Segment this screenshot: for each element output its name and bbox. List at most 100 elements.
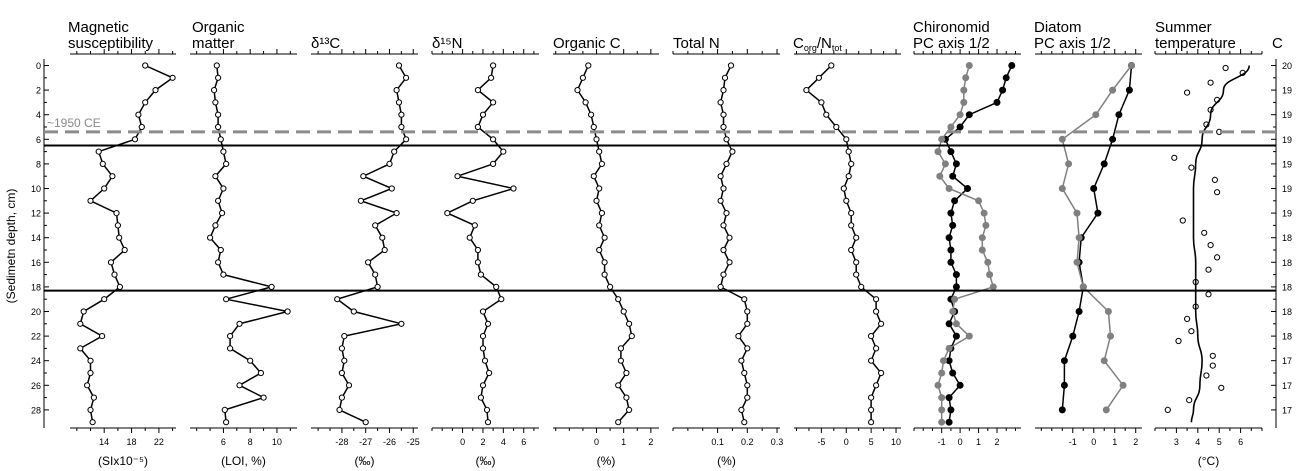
- data-point: [1201, 229, 1208, 236]
- data-point: [956, 123, 964, 131]
- panel-tick-label: 2: [1133, 437, 1138, 447]
- data-point: [213, 62, 220, 69]
- data-point: [741, 369, 748, 377]
- data-point: [941, 160, 949, 168]
- data-point: [77, 320, 84, 327]
- data-point: [381, 246, 388, 254]
- data-point: [490, 136, 497, 143]
- data-point: [720, 111, 727, 118]
- data-point: [1058, 135, 1066, 143]
- data-point: [744, 345, 751, 352]
- panel-tick-label: -26: [383, 437, 396, 447]
- smoothed-curve: [1190, 65, 1250, 423]
- data-point: [341, 357, 348, 364]
- data-point: [211, 87, 218, 94]
- panel-unit-label: (‰): [476, 454, 496, 468]
- data-point: [848, 160, 855, 167]
- data-point: [99, 160, 106, 167]
- data-point: [607, 283, 614, 290]
- data-point: [338, 394, 345, 401]
- data-point: [391, 148, 398, 155]
- data-point: [395, 99, 403, 106]
- data-point: [717, 173, 724, 180]
- data-point: [215, 259, 222, 266]
- series-line-1: [209, 65, 288, 423]
- data-point: [741, 419, 748, 426]
- data-point: [257, 369, 264, 377]
- data-point: [483, 406, 491, 413]
- age-tick-label: 18: [1282, 307, 1292, 317]
- data-point: [87, 197, 94, 204]
- data-point: [623, 394, 630, 401]
- data-point: [1209, 352, 1216, 359]
- data-point: [949, 308, 957, 315]
- panel-tick-label: 6: [1238, 437, 1243, 447]
- data-point: [212, 222, 219, 229]
- data-point: [868, 394, 875, 401]
- panel-unit-label: (°C): [1198, 454, 1219, 468]
- age-tick-label: 19: [1282, 110, 1292, 120]
- panel-tick-label: -25: [407, 437, 420, 447]
- depth-tick-label: 14: [31, 233, 41, 243]
- panel-title-line2: matter: [192, 35, 235, 52]
- data-point: [1214, 254, 1221, 261]
- panel-tick-label: 10: [891, 437, 901, 447]
- data-point: [960, 86, 968, 94]
- data-point: [738, 357, 745, 364]
- depth-tick-label: 18: [31, 282, 41, 292]
- data-point: [152, 87, 159, 94]
- data-point: [848, 222, 855, 229]
- data-point: [949, 221, 957, 229]
- data-point: [720, 222, 727, 229]
- panel-tick-label: 14: [99, 437, 109, 447]
- data-point: [615, 296, 622, 303]
- data-point: [1073, 258, 1081, 266]
- panel-title-line2: PC axis 1/2: [913, 35, 990, 52]
- data-point: [215, 111, 222, 118]
- data-point: [965, 111, 973, 119]
- data-point: [1184, 315, 1191, 322]
- data-point: [723, 210, 730, 217]
- panel-tick-label: 6: [221, 437, 226, 447]
- panel-tick-label: 22: [154, 437, 164, 447]
- data-point: [1069, 332, 1077, 340]
- data-point: [1073, 209, 1081, 217]
- data-point: [219, 210, 226, 217]
- data-point: [964, 185, 971, 192]
- data-point: [338, 369, 345, 377]
- data-point: [873, 308, 880, 315]
- panel-tick-label: 0.3: [771, 437, 784, 447]
- series-line-1: [719, 65, 749, 423]
- data-point: [138, 123, 145, 131]
- data-point: [236, 320, 243, 327]
- data-point: [1214, 189, 1221, 196]
- data-point: [1218, 384, 1225, 391]
- data-point: [1090, 185, 1098, 192]
- data-point: [403, 136, 410, 143]
- data-point: [579, 74, 587, 81]
- data-point: [938, 418, 946, 426]
- data-point: [1188, 328, 1195, 335]
- panel-unit-label: (LOI, %): [221, 454, 266, 468]
- data-point: [828, 62, 835, 69]
- data-point: [721, 74, 729, 81]
- data-point: [845, 173, 852, 180]
- depth-tick-label: 2: [36, 86, 41, 96]
- data-point: [1060, 357, 1068, 365]
- panel-tick-label: 0: [844, 437, 849, 447]
- panel-title: δ¹⁵N: [432, 35, 462, 52]
- data-point: [947, 406, 955, 414]
- data-point: [878, 369, 885, 377]
- data-point: [1104, 308, 1112, 315]
- data-point: [617, 345, 625, 352]
- data-point: [284, 308, 291, 315]
- data-point: [596, 148, 603, 155]
- panel-7: Corg/Ntot -5 0 5 10: [793, 35, 901, 447]
- data-point: [338, 345, 345, 352]
- data-point: [980, 209, 988, 217]
- data-point: [1179, 217, 1186, 224]
- depth-tick-label: 26: [31, 381, 41, 391]
- panel-5: Organic C 0 1 2 (%): [553, 35, 659, 468]
- data-point: [741, 296, 748, 303]
